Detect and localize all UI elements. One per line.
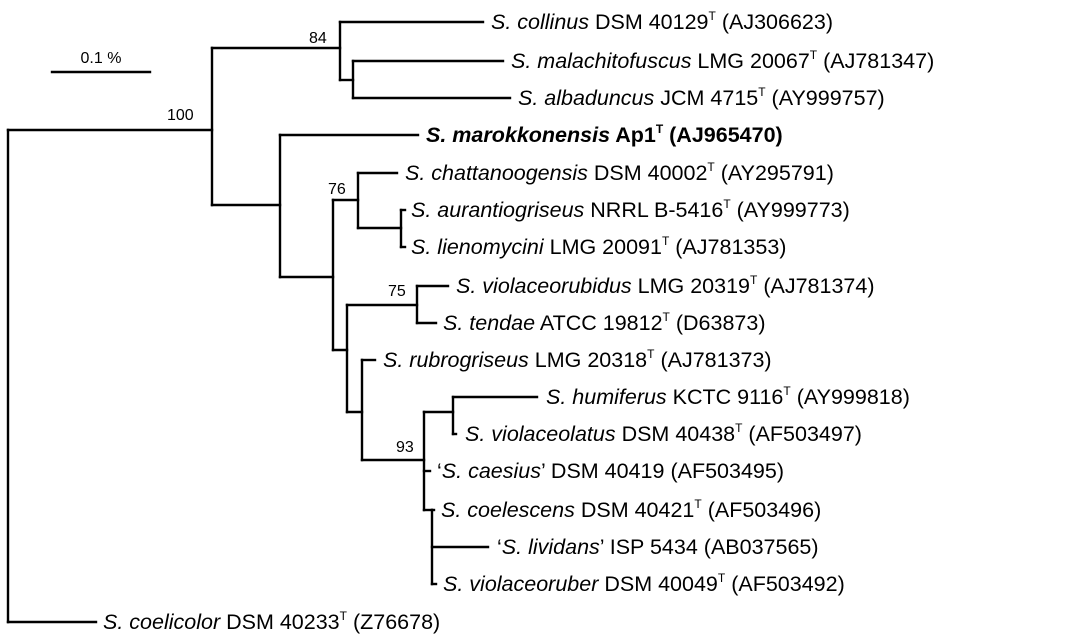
taxon-label: S. coelicolor DSM 40233T (Z76678) (103, 609, 440, 634)
taxon-label: ‘S. caesius’ DSM 40419 (AF503495) (437, 459, 784, 483)
taxon-label-highlighted: S. marokkonensis Ap1T (AJ965470) (426, 122, 783, 147)
taxon-label: S. violaceorubidus LMG 20319T (AJ781374) (456, 273, 875, 298)
bootstrap-value: 75 (388, 283, 406, 300)
taxon-label: S. humiferus KCTC 9116T (AY999818) (546, 384, 910, 409)
taxon-label: S. malachitofuscus LMG 20067T (AJ781347) (511, 48, 934, 73)
scale-bar-label: 0.1 % (81, 50, 122, 67)
taxon-label: S. chattanoogensis DSM 40002T (AY295791) (405, 160, 834, 185)
taxon-label: S. violaceolatus DSM 40438T (AF503497) (465, 421, 862, 446)
taxon-label: S. tendae ATCC 19812T (D63873) (443, 310, 765, 335)
taxon-label: S. lienomycini LMG 20091T (AJ781353) (411, 234, 786, 259)
taxon-label: S. coelescens DSM 40421T (AF503496) (441, 497, 821, 522)
taxon-label: S. collinus DSM 40129T (AJ306623) (491, 9, 833, 34)
taxon-label: S. rubrogriseus LMG 20318T (AJ781373) (383, 347, 772, 372)
taxon-label: S. albaduncus JCM 4715T (AY999757) (518, 85, 885, 110)
tree-branches (6, 20, 539, 624)
bootstrap-value: 100 (167, 107, 194, 124)
taxon-label: S. aurantiogriseus NRRL B-5416T (AY99977… (411, 197, 850, 222)
taxon-label: ‘S. lividans’ ISP 5434 (AB037565) (497, 535, 819, 559)
bootstrap-value: 76 (328, 181, 346, 198)
bootstrap-value: 84 (309, 30, 327, 47)
taxon-label: S. violaceoruber DSM 40049T (AF503492) (443, 571, 845, 596)
bootstrap-value: 93 (396, 439, 414, 456)
taxon-labels: S. collinus DSM 40129T (AJ306623) S. mal… (103, 9, 934, 634)
bootstrap-values: 84 100 76 75 93 (167, 30, 414, 456)
scale-bar: 0.1 % (50, 50, 152, 74)
